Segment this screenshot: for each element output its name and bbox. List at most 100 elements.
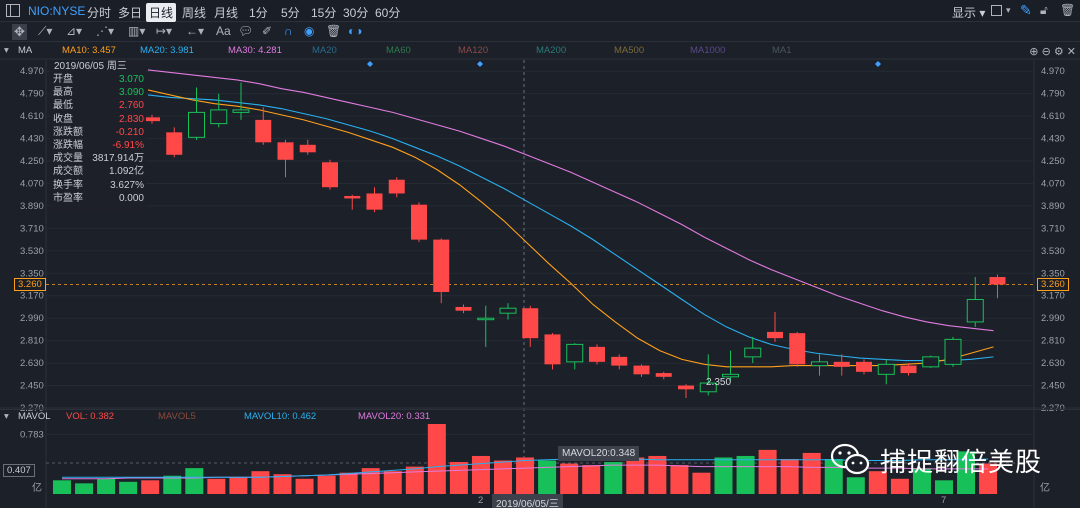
lock-icon[interactable]: 🔓︎ [1040,3,1048,17]
period-tab-30min[interactable]: 30分 [343,6,369,20]
period-tab-daily[interactable]: 日线 [146,3,177,22]
price-tick-label-right: 3.530 [1041,246,1065,257]
ma60-label: MA60 [386,45,411,56]
volume-bar [97,478,116,494]
period-tab-60min[interactable]: 60分 [375,6,401,20]
volume-bar [780,459,799,494]
ma-title: MA [18,45,33,56]
text-tool-icon[interactable]: Aa [216,24,231,38]
arrow-tool-icon[interactable]: ←▾ [186,24,205,38]
layout-panel-icon[interactable] [6,4,20,17]
price-tick-label-right: 4.250 [1041,156,1065,167]
candle-body [522,308,539,339]
display-dropdown[interactable]: 显示 ▾ [952,6,986,20]
settings-icon[interactable]: ⚙ [1053,46,1064,58]
candle-body [366,193,383,210]
ma20b-label: MA20 [312,45,337,56]
price-tick-label-left: 3.530 [20,246,44,257]
line-tool-icon[interactable]: ⟋▾ [38,24,53,38]
candle-body [411,204,427,240]
current-price-tag-right: 3.260 [1037,278,1069,291]
info-value: 3.090 [118,87,144,99]
volume-bar [163,475,182,494]
info-key: 最高 [53,87,73,99]
pen-icon[interactable]: ✎ [1020,2,1032,18]
event-marker-icon [875,61,881,67]
volume-bar [361,468,380,494]
info-value: 0.000 [118,192,144,204]
comment-icon[interactable]: 💬︎ [238,24,254,38]
period-tab-intraday[interactable]: 分时 [87,6,112,20]
polyline-tool-icon[interactable]: ⋰▾ [96,24,115,38]
trash-icon[interactable]: 🗑︎ [1060,3,1076,17]
event-marker-icon [367,61,373,67]
period-tab-1min[interactable]: 1分 [249,6,268,20]
price-tick-label-left: 2.450 [20,381,44,392]
ma200-label: MA200 [536,45,567,56]
volume-bar [449,462,468,494]
chevron-down-icon[interactable]: ▾ [1006,5,1011,15]
volume-bar [383,471,402,494]
close-icon[interactable]: ✕ [1066,46,1076,58]
period-tab-15min[interactable]: 15分 [311,6,337,20]
volume-bar [560,463,579,494]
volume-bar [802,452,821,494]
volume-bar [912,468,931,494]
stock-symbol[interactable]: NIO:NYSE [28,4,86,18]
period-tab-5min[interactable]: 5分 [281,6,300,20]
candle-body [589,346,605,362]
wechat-icon [830,442,872,478]
period-tab-weekly[interactable]: 周线 [182,6,207,20]
candle-body [767,331,783,339]
volume-bar [273,474,292,494]
price-tick-label-right: 4.790 [1041,89,1065,100]
crosshair-icon[interactable]: ✥ [12,24,27,40]
period-tab-multiday[interactable]: 多日 [118,6,143,20]
price-tick-label-right: 4.970 [1041,66,1065,77]
remove-indicator-icon[interactable]: ⊖ [1041,46,1051,58]
mavol-tooltip: MAVOL20:0.348 [558,446,640,461]
info-row: 最高 3.090 [50,86,146,99]
collapse-icon[interactable]: ▾ [4,45,9,56]
cursor-date-label: 2019/06/05/三 [492,494,563,508]
measure-tool-icon[interactable]: ↦▾ [156,24,173,38]
ma30-label: MA30: 4.281 [228,45,282,56]
candle-body [944,338,962,365]
add-indicator-icon[interactable]: ⊕ [1029,46,1039,58]
candle-body [811,361,828,367]
price-tick-label-left: 2.990 [20,313,44,324]
price-tick-label-left: 3.350 [20,268,44,279]
info-value: 3817.914万 [92,153,144,165]
delete-icon[interactable]: 🗑︎ [326,24,342,38]
info-key: 收盘 [53,113,73,125]
candle-body [699,382,717,393]
fib-tool-icon[interactable]: ▥▾ [128,24,146,38]
magnet-icon[interactable]: ∩ [284,24,293,38]
watermark: 捕捉翻倍美股 [830,440,1042,480]
mavol-title: MAVOL [18,411,51,422]
vol-current-tag: 0.407 [3,464,35,477]
info-row: 成交量 3817.914万 [50,152,146,165]
price-tick-label-left: 4.250 [20,156,44,167]
mavol-collapse-icon[interactable]: ▾ [4,411,9,422]
drawing-toolbar: ✥ ⟋▾ ⊿▾ ⋰▾ ▥▾ ↦▾ ←▾ Aa 💬︎ ✐ ∩ ◉ 🗑︎ ◐◑ [0,22,1080,42]
price-tick-label-left: 4.610 [20,111,44,122]
price-tick-label-right: 3.350 [1041,268,1065,279]
candle-body [433,239,450,292]
eye-icon[interactable]: ◉ [304,24,315,38]
volume-bar [229,477,248,494]
info-value: 2.830 [118,113,144,125]
price-tick-label-right: 2.630 [1041,358,1065,369]
checkbox-icon[interactable] [991,5,1002,16]
volume-bar [736,455,755,494]
toggle-icon[interactable]: ◐◑ [348,24,363,38]
price-tick-label-left: 4.430 [20,134,44,145]
period-tab-monthly[interactable]: 月线 [214,6,239,20]
candle-body [277,142,294,160]
eraser-icon[interactable]: ✐ [262,24,273,38]
mavol-legend: ▾ MAVOL VOL: 0.382 MAVOL5 MAVOL10: 0.462… [0,409,1080,423]
ray-tool-icon[interactable]: ⊿▾ [66,24,83,38]
volume-bar [890,478,909,494]
info-row: 换手率 3.627% [50,179,146,192]
